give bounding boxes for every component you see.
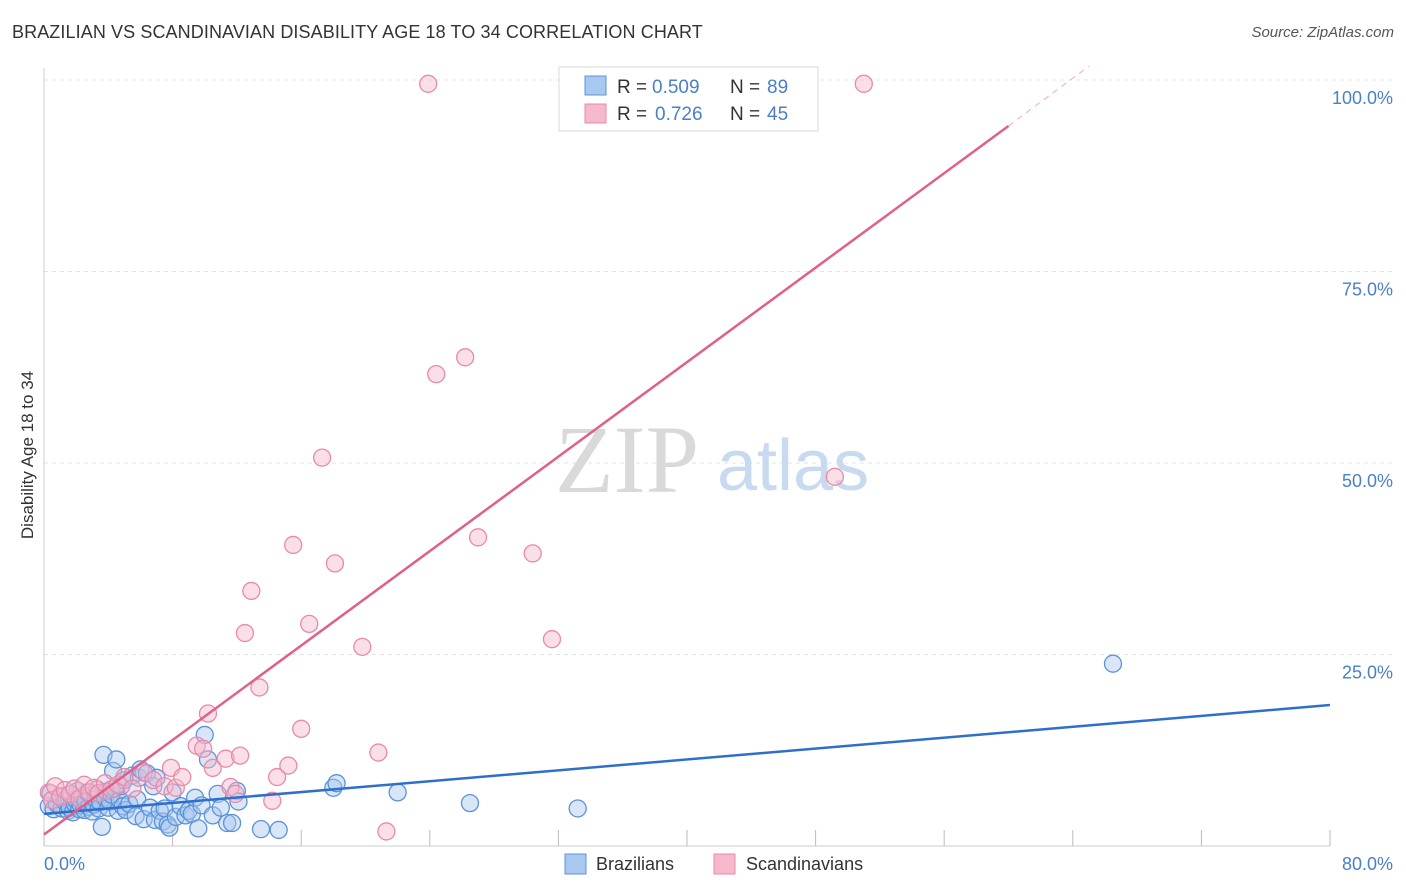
watermark-atlas: atlas	[717, 426, 869, 506]
bottom-legend-swatch-brazilians	[564, 853, 587, 875]
scandinavians-point-48	[468, 528, 488, 547]
brazilians-point-81	[269, 820, 288, 840]
watermark: ZIP atlas	[555, 406, 869, 513]
brazilians-point-86	[568, 799, 587, 818]
legend-r-label-scandinavians: R =	[617, 104, 647, 125]
scandinavians-point-27	[216, 749, 235, 768]
scandinavians-point-37	[284, 535, 303, 555]
scandinavians-point-17	[134, 763, 153, 782]
brazilians-point-69	[189, 819, 208, 838]
scandinavians-point-16	[123, 779, 142, 798]
scandinavians-point-6	[65, 779, 84, 798]
brazilians-point-48	[128, 790, 147, 809]
brazilians-point-57	[150, 801, 169, 820]
y-tick-label-1: 50.0%	[1342, 471, 1393, 491]
y-tick-label-2: 75.0%	[1342, 280, 1393, 300]
x-tick-label-1: 80.0%	[1342, 854, 1393, 874]
axes	[43, 68, 1331, 847]
legend-swatch-brazilians	[584, 75, 607, 96]
gridlines	[44, 79, 1395, 655]
legend-n-label-brazilians: N =	[730, 77, 760, 98]
series-scandinavians-points	[39, 74, 873, 841]
scandinavians-point-29	[226, 784, 245, 804]
legend-r-value-scandinavians: 0.726	[655, 104, 703, 125]
legend-n-value-scandinavians: 45	[767, 104, 788, 125]
brazilians-point-80	[251, 819, 271, 839]
scandinavians-point-41	[325, 554, 345, 573]
chart-source: Source: ZipAtlas.com	[1251, 24, 1394, 41]
legend-n-value-brazilians: 89	[767, 77, 788, 98]
trend-lines	[43, 65, 1331, 836]
y-axis-label: Disability Age 18 to 34	[18, 371, 37, 539]
y-tick-label-3: 100.0%	[1332, 88, 1393, 108]
scandinavians-point-42	[353, 637, 372, 656]
brazilians-point-83	[327, 774, 346, 793]
scandinavians-point-47	[456, 348, 475, 367]
legend-r-label-brazilians: R =	[617, 77, 647, 98]
x-tick-label-0: 0.0%	[44, 854, 85, 874]
trend-line-brazilians	[43, 703, 1331, 816]
scandinavians-point-33	[250, 678, 269, 697]
legend-n-label-scandinavians: N =	[730, 104, 760, 125]
brazilians-point-29	[92, 817, 112, 836]
scandinavians-point-44	[377, 822, 396, 841]
brazilians-point-87	[1103, 654, 1123, 673]
y-tick-label-0: 25.0%	[1342, 663, 1393, 683]
scandinavians-point-46	[427, 364, 446, 384]
scandinavians-point-43	[369, 743, 388, 762]
scandinavians-point-52	[854, 74, 873, 93]
scandinavians-point-34	[263, 791, 282, 810]
stats-legend: R = 0.509 N = 89 R = 0.726 N = 45	[558, 66, 819, 132]
scandinavians-point-32	[242, 581, 261, 601]
x-tick-labels: 0.0% 80.0%	[44, 854, 1393, 874]
scandinavians-point-49	[523, 544, 542, 563]
bottom-legend-label-brazilians: Brazilians	[596, 854, 674, 874]
trend-line-scandinavians-extension	[1008, 65, 1090, 127]
brazilians-point-76	[218, 813, 237, 833]
scandinavians-point-18	[144, 770, 163, 790]
scandinavians-point-50	[542, 630, 562, 649]
scandinavians-point-51	[825, 467, 845, 486]
scandinavians-point-26	[203, 758, 222, 778]
scandinavians-point-21	[166, 778, 185, 797]
scandinavians-point-31	[235, 623, 255, 643]
scandinavians-point-2	[46, 777, 65, 796]
scandinavians-point-35	[267, 767, 287, 787]
scandinavians-point-30	[230, 746, 250, 765]
brazilians-point-75	[211, 798, 230, 817]
brazilians-point-72	[198, 750, 218, 769]
brazilians-point-77	[222, 813, 242, 833]
brazilians-point-61	[160, 818, 179, 837]
scandinavians-point-45	[419, 74, 438, 93]
legend-r-value-brazilians: 0.509	[652, 77, 700, 98]
series-legend: Brazilians Scandinavians	[564, 853, 863, 875]
brazilians-point-84	[388, 783, 407, 802]
bottom-legend-label-scandinavians: Scandinavians	[746, 854, 863, 874]
chart-title: BRAZILIAN VS SCANDINAVIAN DISABILITY AGE…	[12, 22, 703, 42]
scandinavians-point-40	[312, 448, 332, 467]
brazilians-point-85	[460, 793, 480, 813]
watermark-zip: ZIP	[555, 406, 699, 513]
brazilians-point-38	[107, 750, 126, 769]
scandinavians-point-36	[279, 756, 298, 775]
scandinavians-point-38	[292, 719, 311, 738]
trend-line-scandinavians	[43, 124, 1010, 836]
y-tick-labels: 25.0% 50.0% 75.0% 100.0%	[1332, 88, 1393, 683]
scandinavians-point-39	[300, 614, 319, 634]
bottom-legend-swatch-scandinavians	[713, 853, 736, 875]
scandinavians-point-24	[193, 739, 213, 758]
legend-swatch-scandinavians	[584, 103, 607, 124]
scandinavians-point-22	[173, 767, 192, 787]
